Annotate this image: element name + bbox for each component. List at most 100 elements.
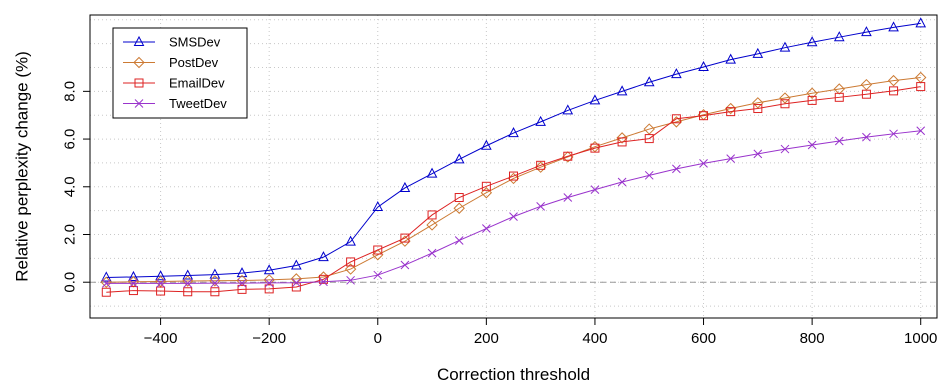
data-point bbox=[236, 267, 248, 278]
data-point bbox=[779, 92, 791, 104]
data-point bbox=[346, 275, 355, 285]
data-point bbox=[372, 200, 384, 212]
data-point bbox=[643, 76, 655, 87]
data-point bbox=[373, 270, 383, 280]
data-point bbox=[156, 286, 166, 296]
data-point bbox=[427, 248, 437, 258]
legend-label: PostDev bbox=[169, 55, 219, 70]
series-line bbox=[106, 22, 921, 278]
series-line bbox=[106, 86, 921, 293]
data-point bbox=[128, 270, 139, 281]
data-point bbox=[427, 210, 437, 220]
data-point bbox=[481, 224, 491, 233]
data-point bbox=[183, 279, 193, 288]
data-point bbox=[290, 259, 302, 270]
data-point bbox=[887, 74, 900, 87]
y-axis: 0.0 2.0 4.0 6.0 8.0 bbox=[62, 81, 90, 293]
x-tick-label: 400 bbox=[582, 330, 607, 347]
data-point bbox=[426, 219, 438, 231]
data-point bbox=[345, 235, 356, 246]
y-tick-label: 0.0 bbox=[62, 272, 79, 293]
data-point bbox=[534, 161, 547, 173]
data-point bbox=[318, 251, 329, 262]
x-tick-label: −200 bbox=[252, 330, 286, 347]
data-point bbox=[426, 167, 438, 178]
data-point bbox=[454, 193, 464, 203]
plot-frame bbox=[89, 14, 938, 319]
data-point bbox=[671, 68, 682, 79]
data-point bbox=[753, 149, 763, 159]
data-point bbox=[861, 89, 871, 99]
legend-item: SMSDev bbox=[123, 35, 221, 50]
data-point bbox=[779, 41, 791, 52]
series-SMSDev bbox=[100, 17, 927, 282]
data-point bbox=[155, 270, 166, 281]
data-point bbox=[291, 278, 301, 288]
data-point bbox=[509, 212, 518, 221]
data-point bbox=[563, 193, 573, 202]
data-point bbox=[889, 86, 899, 96]
legend-marker bbox=[133, 56, 145, 69]
data-point bbox=[725, 53, 737, 64]
series-EmailDev bbox=[101, 82, 926, 297]
data-point bbox=[726, 107, 736, 117]
data-point bbox=[699, 159, 708, 168]
data-point bbox=[563, 151, 573, 161]
x-tick-label: −400 bbox=[144, 330, 178, 347]
data-point bbox=[806, 36, 818, 47]
data-point bbox=[644, 134, 654, 144]
data-point bbox=[860, 78, 873, 91]
data-point bbox=[209, 268, 221, 279]
data-point bbox=[752, 47, 764, 58]
data-point bbox=[481, 181, 491, 191]
x-tick-label: 800 bbox=[800, 330, 825, 347]
data-point bbox=[480, 187, 493, 199]
data-point bbox=[889, 129, 898, 139]
legend-item: EmailDev bbox=[123, 76, 225, 91]
data-point bbox=[861, 26, 872, 37]
data-point bbox=[183, 287, 193, 297]
data-point bbox=[916, 82, 926, 92]
legend-marker bbox=[134, 99, 144, 108]
data-point bbox=[536, 160, 546, 170]
data-point bbox=[616, 85, 628, 96]
y-axis-title: Relative perplexity change (%) bbox=[13, 51, 32, 282]
data-point bbox=[399, 181, 411, 192]
data-point bbox=[400, 233, 410, 243]
data-point bbox=[915, 17, 927, 28]
grid bbox=[90, 15, 937, 318]
data-point bbox=[726, 154, 736, 163]
data-point bbox=[753, 104, 763, 114]
data-point bbox=[101, 279, 111, 288]
data-point bbox=[724, 102, 737, 115]
data-point bbox=[319, 277, 328, 287]
data-point bbox=[210, 278, 220, 288]
data-point bbox=[644, 170, 654, 180]
data-point bbox=[833, 31, 845, 42]
data-point bbox=[780, 99, 790, 109]
y-tick-label: 6.0 bbox=[62, 129, 79, 150]
data-point bbox=[862, 132, 871, 142]
y-tick-label: 4.0 bbox=[62, 176, 79, 197]
data-point bbox=[481, 139, 492, 150]
data-point bbox=[536, 201, 546, 211]
data-point bbox=[590, 143, 600, 153]
data-point bbox=[100, 271, 112, 282]
data-point bbox=[318, 274, 328, 284]
data-point bbox=[344, 263, 357, 275]
x-tick-label: 200 bbox=[474, 330, 499, 347]
data-point bbox=[698, 60, 709, 72]
data-point bbox=[780, 144, 790, 154]
legend-item: PostDev bbox=[123, 55, 219, 70]
data-point bbox=[888, 21, 899, 32]
data-point bbox=[264, 284, 274, 294]
data-point bbox=[508, 127, 519, 138]
data-point bbox=[643, 123, 655, 135]
data-point bbox=[346, 257, 356, 267]
data-point bbox=[699, 111, 709, 121]
data-point bbox=[373, 245, 383, 255]
data-point bbox=[182, 275, 194, 287]
data-point bbox=[129, 279, 138, 288]
series-line bbox=[106, 130, 921, 284]
data-point bbox=[616, 132, 628, 144]
